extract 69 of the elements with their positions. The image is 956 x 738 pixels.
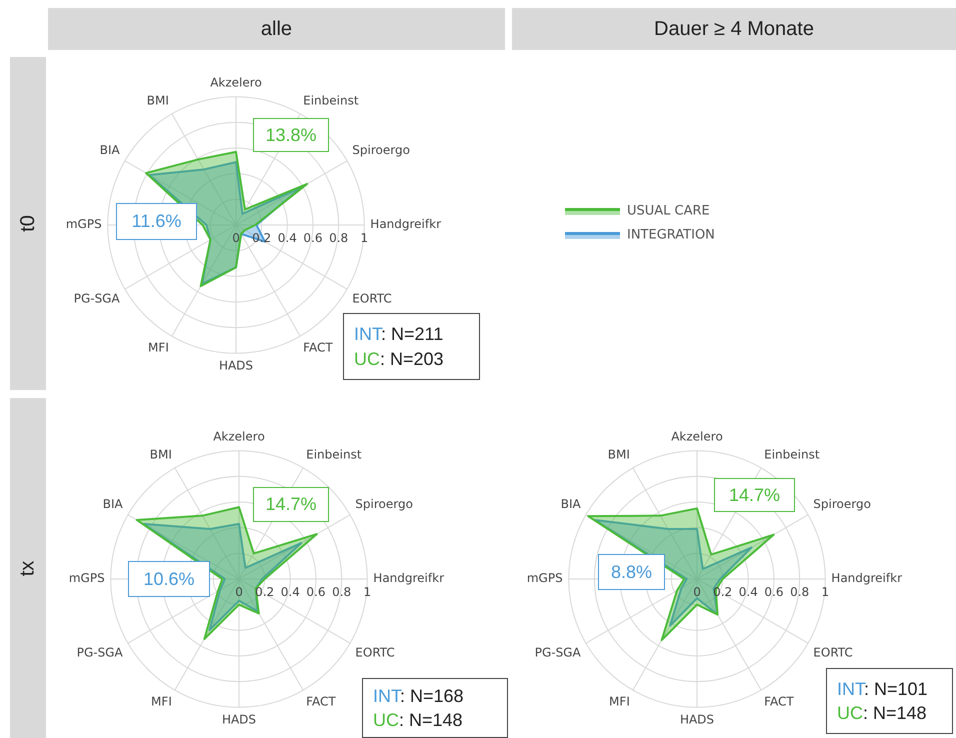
spoke-label: EORTC <box>352 291 392 306</box>
spoke-label: mGPS <box>68 571 105 586</box>
spoke-label: HADS <box>218 358 254 373</box>
text: 10.6% <box>128 561 210 597</box>
y-tick-label: 0 <box>232 231 240 246</box>
spoke-label: Handgreifkr <box>370 217 442 232</box>
y-tick-label: 1 <box>360 231 368 246</box>
y-tick-label: 0.4 <box>738 585 758 600</box>
y-tick-label: 0 <box>235 585 243 600</box>
y-tick-label: 0.4 <box>280 585 300 600</box>
spoke-label: Akzelero <box>210 76 262 90</box>
text: INT: N=211 <box>354 324 444 344</box>
text: tx <box>16 560 40 576</box>
legend-label: USUAL CARE <box>627 203 710 218</box>
spoke-label: Einbeinst <box>306 448 362 462</box>
spoke-label: Handgreifkr <box>831 571 902 586</box>
spoke-label: mGPS <box>66 217 102 232</box>
spoke-label: BIA <box>560 496 582 511</box>
text: 14.7% <box>253 487 329 522</box>
chart-title: alle <box>48 8 505 50</box>
text: 11.6% <box>116 203 197 240</box>
text: UC: N=148 <box>373 710 463 730</box>
spoke-label: Einbeinst <box>764 448 820 462</box>
y-tick-label: 0.6 <box>764 585 784 600</box>
spoke-label: BMI <box>150 448 172 462</box>
y-tick-label: 1 <box>821 585 830 600</box>
text: INT: N=101 <box>837 678 928 699</box>
legend-label: INTEGRATION <box>627 227 715 242</box>
y-tick-label: 0.8 <box>332 585 352 600</box>
text: UC: N=148 <box>837 703 927 723</box>
spoke-label: MFI <box>148 340 169 355</box>
spoke-label: MFI <box>609 694 630 709</box>
spoke-label: Spiroergo <box>352 142 410 157</box>
spoke-label: Einbeinst <box>303 94 359 108</box>
spoke-label: PG-SGA <box>534 645 582 660</box>
text: 8.8% <box>598 554 665 590</box>
spoke-label: BMI <box>608 448 630 462</box>
spoke-label: Akzelero <box>213 430 265 444</box>
y-tick-label: 0.4 <box>278 231 297 246</box>
y-tick-label: 1 <box>363 585 372 600</box>
spoke-label: Spiroergo <box>355 496 413 511</box>
spoke-label: PG-SGA <box>74 291 120 306</box>
spoke-label: BMI <box>146 94 169 108</box>
spoke-label: Spiroergo <box>813 496 871 511</box>
spoke-label: EORTC <box>355 645 395 660</box>
y-tick-label: 0.8 <box>329 231 348 246</box>
text: 13.8% <box>253 118 329 152</box>
y-tick-label: 0.8 <box>790 585 810 600</box>
text: UC: N=203 <box>354 348 444 368</box>
spoke-label: EORTC <box>813 645 853 660</box>
spoke-label: BIA <box>100 142 120 157</box>
spoke-label: FACT <box>764 694 794 709</box>
spoke-label: Akzelero <box>671 430 723 444</box>
chart-title: Dauer ≥ 4 Monate <box>512 8 956 50</box>
spoke-label: MFI <box>151 694 172 709</box>
spoke-label: PG-SGA <box>76 645 124 660</box>
text: 14.7% <box>714 478 795 512</box>
y-tick-label: 0 <box>693 585 701 600</box>
spoke-label: HADS <box>222 712 256 727</box>
text: t0 <box>16 215 40 232</box>
spoke-label: FACT <box>306 694 336 709</box>
spoke-label: mGPS <box>526 571 563 586</box>
spoke-label: Handgreifkr <box>373 571 444 586</box>
text: INT: N=168 <box>373 686 464 706</box>
spoke-label: FACT <box>303 340 334 355</box>
spoke-label: BIA <box>102 496 124 511</box>
y-tick-label: 0.6 <box>306 585 326 600</box>
y-tick-label: 0.6 <box>303 231 323 246</box>
spoke-label: HADS <box>680 712 714 727</box>
